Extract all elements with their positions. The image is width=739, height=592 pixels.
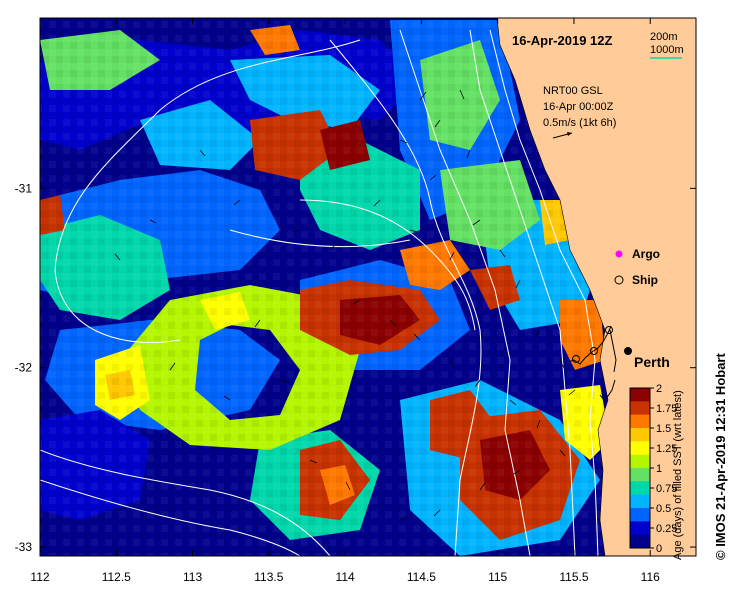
argo-legend: Argo [615, 247, 660, 261]
x-tick-label: 114 [336, 570, 355, 584]
colorbar: 0 0.25 0.5 0.75 1 1.25 1.5 1.75 2 [629, 383, 677, 555]
colorbar-swatch [630, 441, 650, 456]
x-tick-label: 115.5 [559, 570, 588, 584]
perth-marker [624, 347, 632, 355]
colorbar-tick-label: 1 [656, 463, 662, 475]
colorbar-swatch [630, 494, 650, 509]
sst-field [40, 18, 696, 556]
argo-icon [615, 250, 623, 258]
ship-legend: Ship [614, 273, 658, 287]
colorbar-swatch [630, 481, 650, 496]
y-tick-label: -32 [15, 361, 33, 375]
x-tick-label: 112.5 [102, 570, 131, 584]
colorbar-tick-label: 0.25 [656, 523, 677, 535]
y-axis: -31 -32 -33 [15, 181, 696, 554]
colorbar-swatch [630, 454, 650, 469]
x-tick-label: 116 [641, 570, 660, 584]
copyright-text: © IMOS 21-Apr-2019 12:31 Hobart [713, 353, 728, 560]
x-tick-label: 115 [488, 570, 507, 584]
colorbar-tick-label: 1.5 [656, 423, 671, 435]
y-tick-label: -31 [15, 181, 33, 195]
colorbar-swatch [630, 468, 650, 482]
colorbar-swatch [630, 534, 650, 549]
vector-scale-arrow [552, 132, 573, 139]
depth-label-200m: 200m [650, 31, 678, 43]
ship-marker [572, 355, 580, 363]
vector-info-line2: 16-Apr 00:00Z [543, 101, 614, 113]
current-vectors [114, 89, 576, 521]
ship-marker [590, 347, 598, 355]
colorbar-swatch [630, 401, 650, 416]
x-tick-label: 114.5 [407, 570, 436, 584]
plot-frame [39, 17, 697, 557]
colorbar-swatch [630, 508, 650, 522]
colorbar-tick-label: 2 [656, 383, 662, 395]
vector-info-line3: 0.5m/s (1kt 6h) [543, 117, 616, 129]
depth-label-1000m: 1000m [650, 44, 684, 56]
ship-marker [605, 326, 613, 334]
ship-icon [614, 275, 624, 285]
ship-label: Ship [632, 273, 658, 287]
colorbar-tick-label: 1.25 [656, 443, 677, 455]
x-tick-label: 112 [30, 570, 49, 584]
map-title: 16-Apr-2019 12Z [512, 33, 612, 48]
vector-info-line1: NRT00 GSL [543, 85, 603, 97]
bathymetry-contours [40, 29, 599, 556]
y-tick-label: -33 [15, 540, 33, 554]
colorbar-swatch [630, 388, 650, 402]
colorbar-tick-label: 1.75 [656, 403, 677, 415]
x-axis: 112 112.5 113 113.5 114 114.5 115 115.5 116 [30, 18, 660, 584]
colorbar-tick-label: 0.5 [656, 503, 671, 515]
ship-track [567, 325, 617, 401]
argo-label: Argo [632, 247, 660, 261]
colorbar-tick-label: 0.75 [656, 483, 677, 495]
city-label-perth: Perth [634, 354, 670, 370]
colorbar-swatch [630, 414, 650, 429]
colorbar-swatch [630, 521, 650, 536]
x-tick-label: 113 [183, 570, 202, 584]
colorbar-tick-label: 0 [656, 543, 662, 555]
x-tick-label: 113.5 [254, 570, 283, 584]
colorbar-label: Age (days) of filled SST (wrt latest) [672, 390, 684, 560]
colorbar-swatch [630, 428, 650, 442]
